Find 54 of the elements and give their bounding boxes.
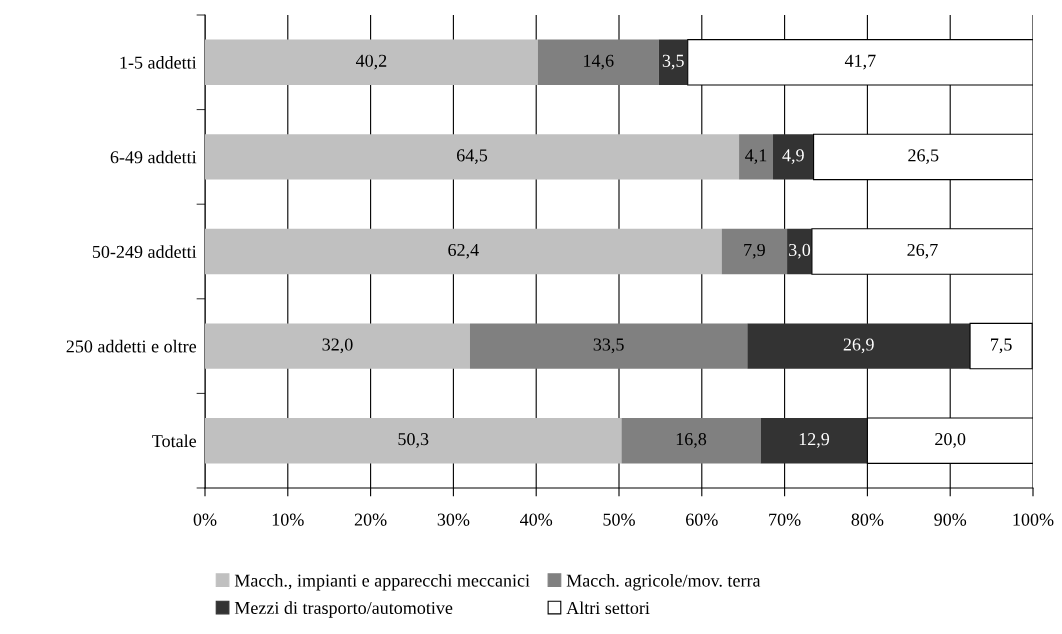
data-label: 7,9 <box>744 243 765 259</box>
data-label: 40,2 <box>355 54 387 70</box>
data-label: 16,8 <box>676 433 707 448</box>
data-label: 32,0 <box>322 338 353 354</box>
data-label: 3,5 <box>662 54 684 70</box>
data-label: 4,1 <box>745 149 767 165</box>
x-tick-label: 80% <box>851 513 884 526</box>
bar <box>747 323 971 369</box>
bar <box>205 323 470 369</box>
legend-label: Mezzi di trasporto/automotive <box>234 601 453 618</box>
data-label: 26,9 <box>843 338 874 354</box>
data-label: 41,7 <box>844 54 876 70</box>
bar <box>658 39 688 85</box>
bar <box>205 418 622 464</box>
x-tick-label: 50% <box>603 513 635 526</box>
data-label: 50,3 <box>398 433 429 448</box>
data-label: 12,9 <box>799 433 830 448</box>
data-label: 3,0 <box>789 243 811 259</box>
x-tick-label: 30% <box>437 513 470 526</box>
y-tick-label: 50-249 addetti <box>92 245 197 258</box>
bar <box>537 39 659 85</box>
bar <box>205 39 538 85</box>
data-label: 26,7 <box>907 243 938 259</box>
x-tick-label: 100% <box>1013 513 1054 526</box>
data-label: 26,5 <box>908 149 939 165</box>
x-tick-label: 40% <box>520 513 553 526</box>
data-label: 64,5 <box>457 149 488 165</box>
legend-label: Altri settori <box>566 601 650 615</box>
y-tick-label: 6-49 addetti <box>110 150 197 164</box>
x-tick-label: 20% <box>354 513 387 526</box>
y-tick-label: 250 addetti e oltre <box>66 339 197 353</box>
bar <box>721 228 788 275</box>
x-tick-label: 0% <box>193 513 217 526</box>
x-tick-label: 10% <box>272 513 304 526</box>
bar <box>760 418 868 464</box>
data-label: 33,5 <box>593 338 624 354</box>
x-tick-label: 70% <box>769 513 801 526</box>
x-tick-label: 90% <box>934 513 967 526</box>
bar <box>205 228 722 275</box>
legend-label: Macch., impianti e apparecchi meccanici <box>234 574 530 591</box>
bar <box>739 134 774 180</box>
y-tick-label: Totale <box>152 434 197 448</box>
bar <box>469 323 748 369</box>
bar <box>621 418 761 464</box>
y-tick-label: 1-5 addetti <box>120 56 197 69</box>
x-tick-label: 60% <box>686 513 718 526</box>
bar <box>205 134 740 180</box>
data-label: 62,4 <box>448 243 479 259</box>
data-label: 20,0 <box>935 433 966 448</box>
data-label: 7,5 <box>991 338 1012 354</box>
data-label: 14,6 <box>584 54 614 70</box>
data-label: 4,9 <box>782 149 804 165</box>
legend-label: Macch. agricole/mov. terra <box>566 574 761 591</box>
bar <box>773 134 814 180</box>
